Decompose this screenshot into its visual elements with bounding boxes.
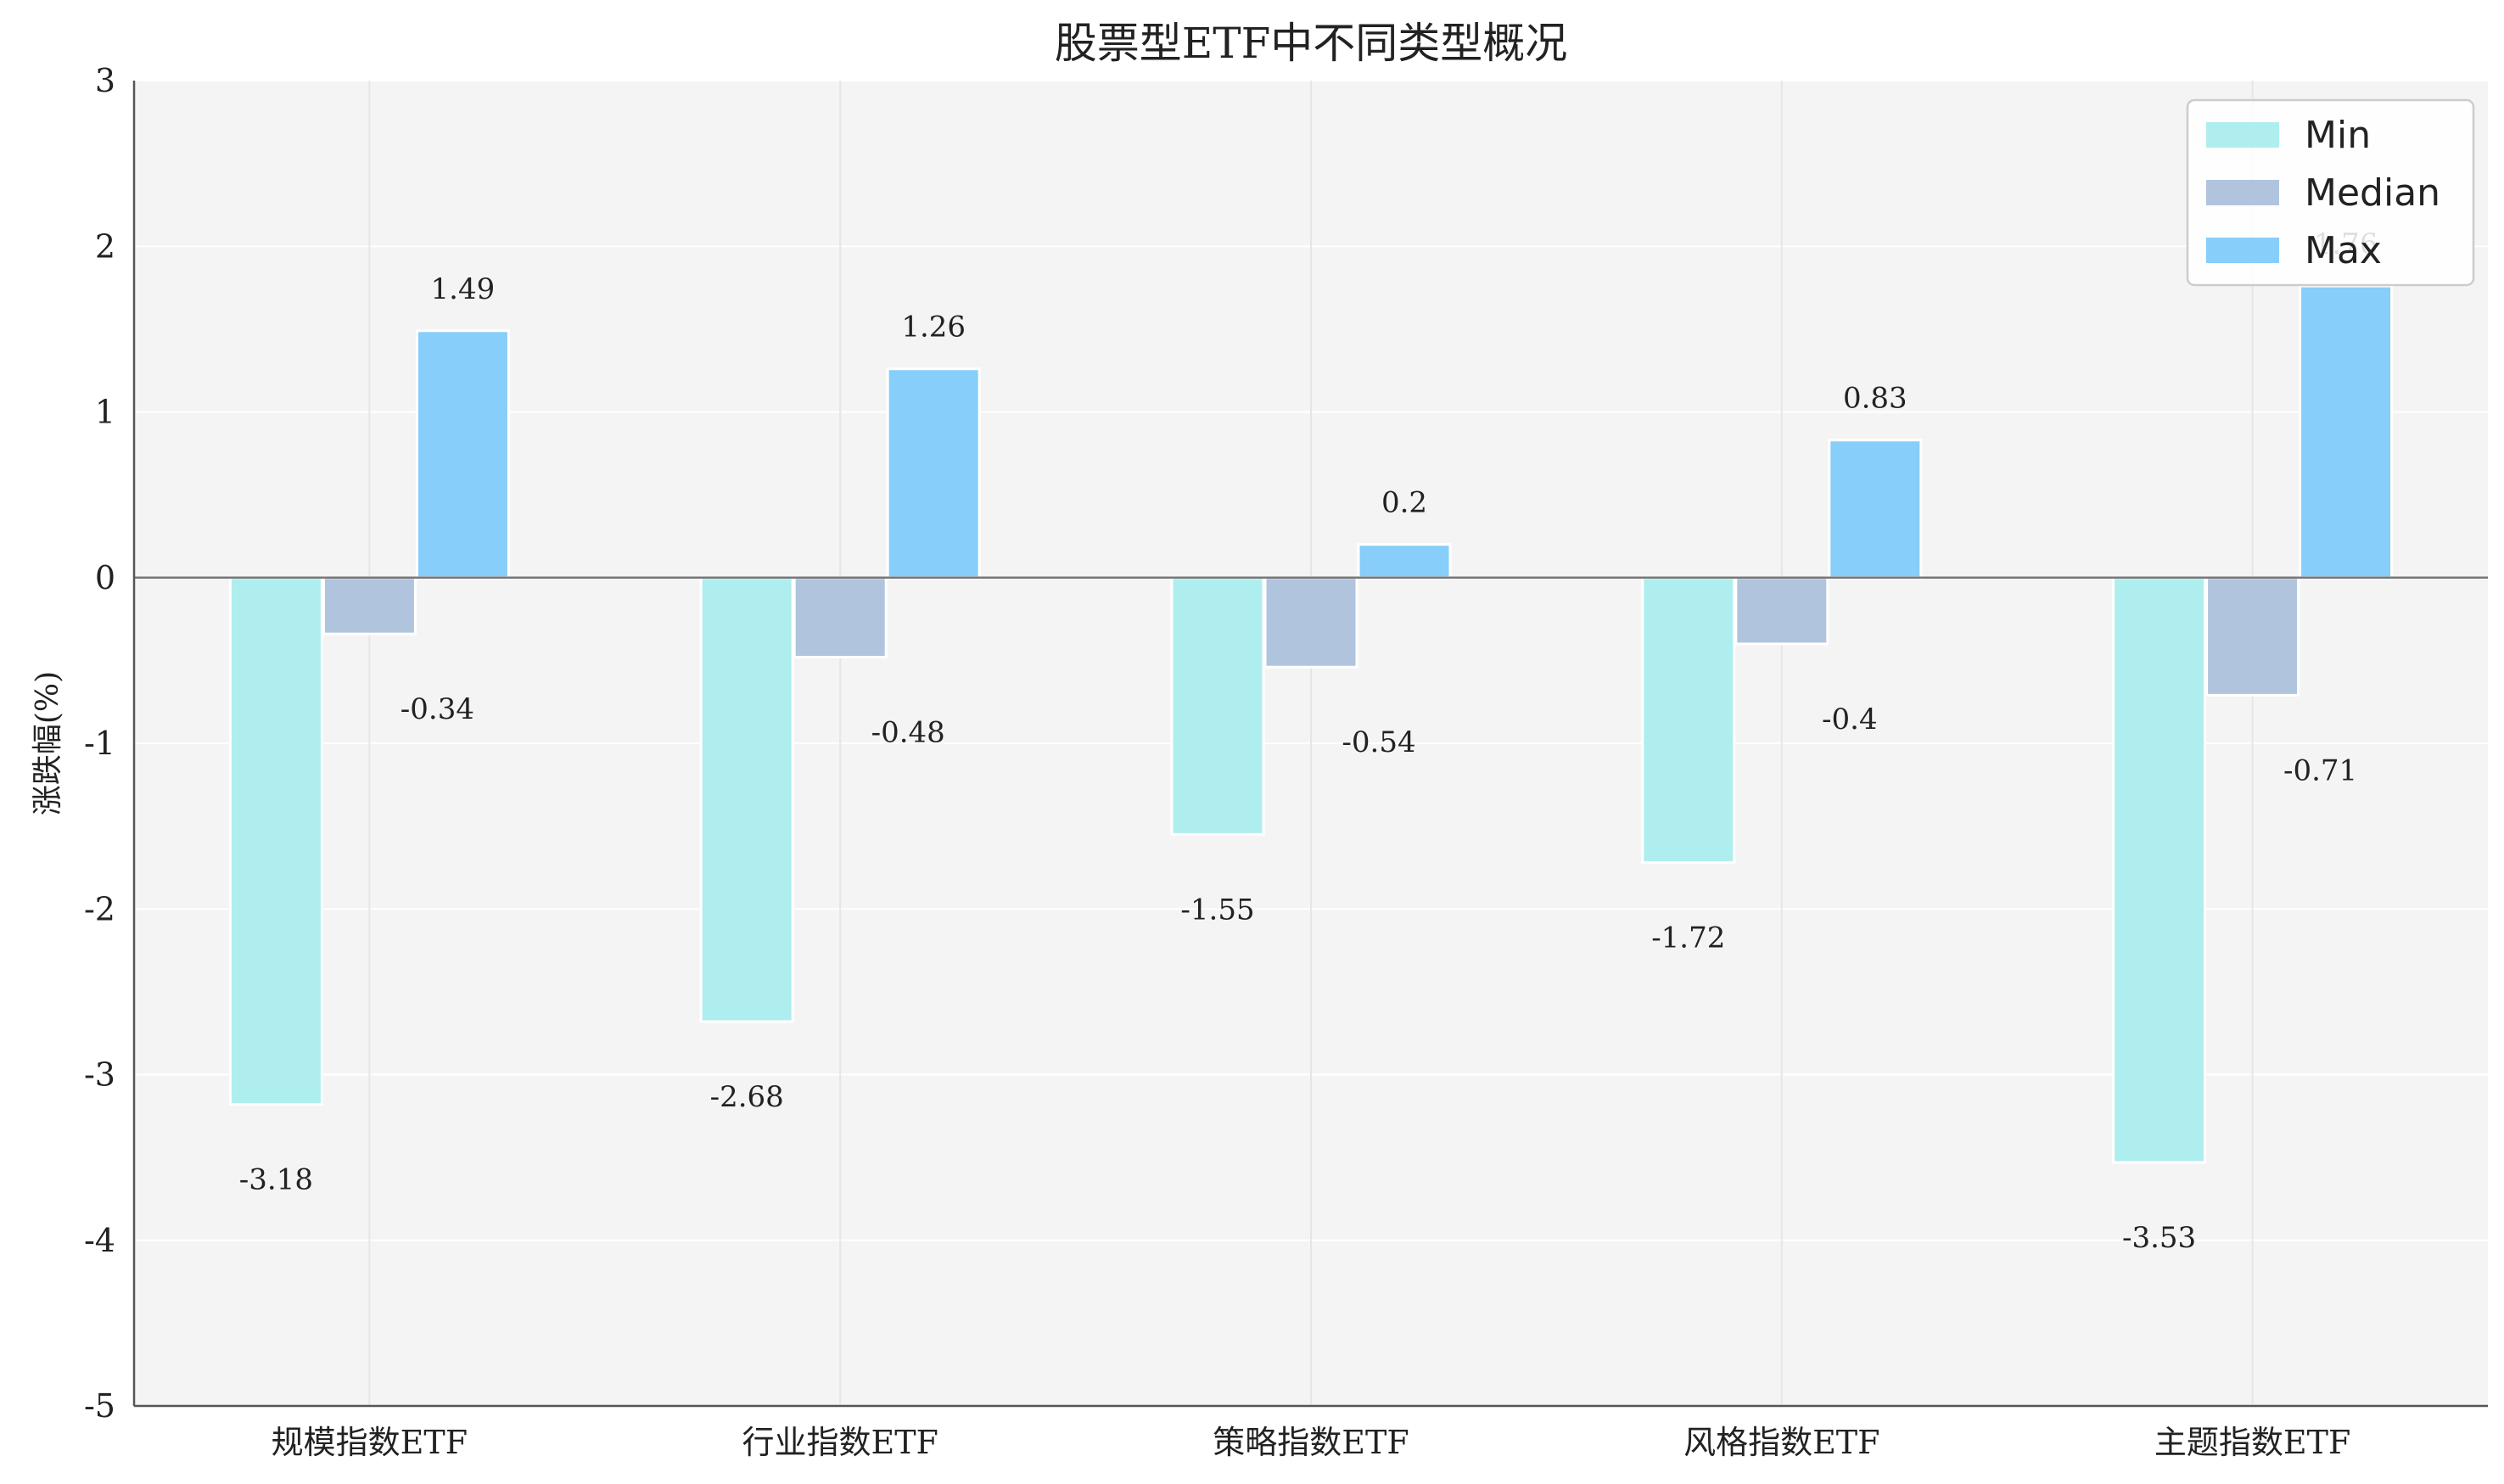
bar [699, 576, 794, 1023]
bar-value-label: -0.4 [1822, 703, 1878, 736]
data-labels: -3.18 -2.68 -1.55 -1.72 -3.53 -0.34 -0.48 -0.54… [239, 227, 2378, 1255]
bar-value-label: -3.18 [239, 1163, 313, 1197]
bar [2112, 576, 2207, 1164]
bar-value-label: -0.34 [401, 692, 474, 726]
bar-value-label: 0.2 [1381, 486, 1427, 520]
bar-value-label: -3.53 [2122, 1221, 2196, 1255]
x-tick-label: 风格指数ETF [1683, 1424, 1879, 1461]
legend-swatch [2206, 122, 2279, 148]
bar [1828, 439, 1923, 580]
axes: 3 2 1 0 -1 -2 -3 -4 -5 规模指数ETF 行业指数ETF 策略指数ETF 风格指数E… [84, 62, 2488, 1461]
legend-swatch [2206, 238, 2279, 263]
y-tick-label: 1 [95, 394, 115, 431]
bar [793, 576, 888, 658]
bar [415, 329, 510, 580]
bar [1357, 543, 1452, 580]
bar-value-label: -2.68 [710, 1080, 784, 1114]
y-tick-label: -5 [84, 1387, 115, 1425]
bar [1263, 576, 1358, 669]
y-axis-label: 涨跌幅(%) [31, 671, 65, 815]
bar [228, 576, 323, 1106]
x-tick-label: 行业指数ETF [742, 1424, 938, 1461]
y-tick-label: -3 [84, 1056, 115, 1094]
bar [886, 367, 981, 580]
legend-label: Max [2305, 229, 2382, 272]
bar-value-label: 0.83 [1843, 382, 1907, 416]
bar-value-label: -1.72 [1651, 921, 1725, 955]
bar [1170, 576, 1265, 836]
y-tick-label: -4 [84, 1222, 115, 1259]
x-tick-label: 主题指数ETF [2154, 1424, 2350, 1461]
legend-label: Min [2305, 114, 2371, 157]
bar-value-label: -0.71 [2283, 753, 2357, 787]
chart-title: 股票型ETF中不同类型概况 [1055, 19, 1568, 68]
bar-value-label: 1.26 [901, 311, 966, 344]
bar-value-label: -0.48 [871, 715, 945, 749]
bars [228, 284, 2394, 1164]
legend: Min Median Max [2186, 98, 2475, 287]
y-tick-label: 0 [95, 559, 115, 596]
y-tick-label: -2 [84, 890, 115, 927]
bar-value-label: -1.55 [1180, 893, 1254, 927]
bar [1734, 576, 1829, 646]
bar-value-label: 1.49 [431, 272, 496, 306]
bar [1641, 576, 1736, 865]
bar [2299, 284, 2394, 580]
x-tick-label: 策略指数ETF [1213, 1424, 1409, 1461]
y-tick-label: 2 [95, 227, 115, 265]
y-tick-label: 3 [95, 62, 115, 99]
bar [322, 576, 417, 636]
bar-value-label: -0.54 [1342, 725, 1415, 759]
bar [2205, 576, 2300, 697]
legend-label: Median [2305, 171, 2440, 215]
y-tick-label: -1 [84, 725, 115, 762]
legend-swatch [2206, 180, 2279, 205]
x-tick-label: 规模指数ETF [272, 1424, 468, 1461]
